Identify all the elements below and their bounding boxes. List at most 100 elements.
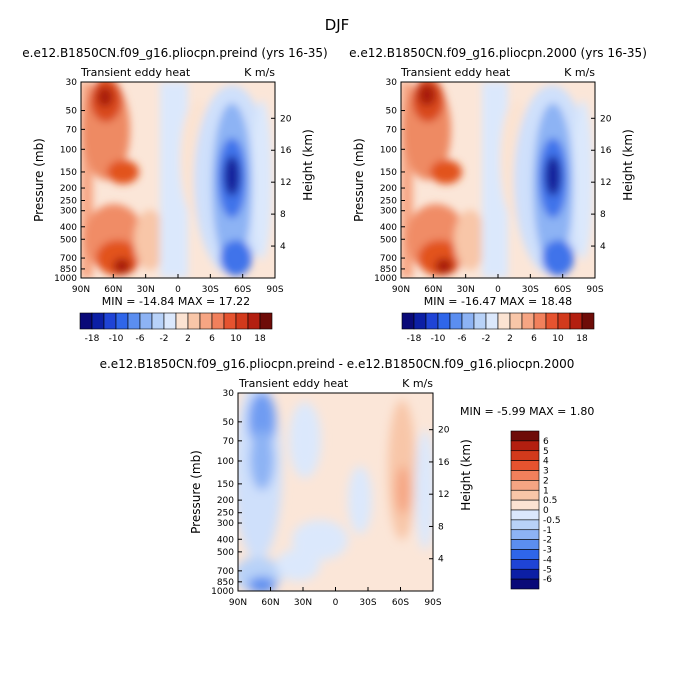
field-preind xyxy=(81,82,275,278)
colorbar-label: -1 xyxy=(543,526,552,536)
colorbar-box xyxy=(510,559,540,570)
colorbar-box xyxy=(485,312,499,330)
colorbar-box xyxy=(545,312,559,330)
y-right-tick-label: 4 xyxy=(280,242,286,252)
colorbar-box xyxy=(510,568,540,580)
colorbar-box xyxy=(510,450,540,461)
x-tick-label: 90S xyxy=(266,285,283,295)
y-tick-label: 100 xyxy=(380,145,397,155)
panel-stats: MIN = -5.99 MAX = 1.80 xyxy=(460,405,594,418)
x-tick-label: 30S xyxy=(202,285,219,295)
colorbar-box xyxy=(115,312,129,330)
y-tick-label: 700 xyxy=(217,567,234,577)
y-axis-title: Pressure (mb) xyxy=(32,138,46,222)
x-tick-label: 0 xyxy=(175,285,181,295)
colorbar-label: 4 xyxy=(543,457,549,467)
colorbar-label: 10 xyxy=(552,334,564,344)
y-right-tick-label: 20 xyxy=(600,114,612,124)
x-tick-label: 90S xyxy=(586,285,603,295)
colorbar-box xyxy=(259,312,273,330)
field-2000 xyxy=(401,82,595,278)
x-tick-label: 60N xyxy=(261,598,279,608)
field-difference xyxy=(238,393,433,591)
x-tick-label: 0 xyxy=(495,285,501,295)
y-tick-label: 70 xyxy=(66,125,78,135)
y-tick-label: 200 xyxy=(60,184,77,194)
colorbar-box xyxy=(510,519,540,531)
colorbar-label: -2 xyxy=(160,334,169,344)
colorbar-label: -5 xyxy=(543,565,552,575)
y-tick-label: 200 xyxy=(217,496,234,506)
colorbar-box xyxy=(247,312,261,330)
colorbar-box xyxy=(510,460,540,471)
colorbar-label: 10 xyxy=(230,334,242,344)
colorbar-label: -6 xyxy=(458,334,467,344)
y-axis-title: Pressure (mb) xyxy=(352,138,366,222)
y-tick-label: 50 xyxy=(386,107,398,117)
colorbar-box xyxy=(91,312,105,330)
colorbar-box xyxy=(510,509,540,521)
x-tick-label: 30S xyxy=(522,285,539,295)
colorbar-label: -10 xyxy=(431,334,446,344)
colorbar-label: -18 xyxy=(407,334,422,344)
y-tick-label: 400 xyxy=(217,535,234,545)
y-axis-right-title: Height (km) xyxy=(459,439,473,510)
y-right-tick-label: 4 xyxy=(600,242,606,252)
y-tick-label: 250 xyxy=(60,197,77,207)
panel-title: e.e12.B1850CN.f09_g16.pliocpn.preind (yr… xyxy=(22,46,327,60)
y-tick-label: 100 xyxy=(60,145,77,155)
colorbar-box xyxy=(569,312,583,330)
y-tick-label: 300 xyxy=(380,207,397,217)
colorbar-box xyxy=(151,312,165,330)
x-tick-label: 60N xyxy=(424,285,442,295)
colorbar-label: 6 xyxy=(209,334,215,344)
y-tick-label: 30 xyxy=(386,78,398,88)
y-tick-label: 30 xyxy=(66,78,78,88)
colorbar-label: 1 xyxy=(543,486,549,496)
y-right-tick-label: 4 xyxy=(438,555,444,565)
panel-difference: e.e12.B1850CN.f09_g16.pliocpn.preind - e… xyxy=(100,357,595,608)
x-tick-label: 60S xyxy=(234,285,251,295)
colorbar-box xyxy=(581,312,595,330)
colorbar-box xyxy=(473,312,487,330)
panel-left-label: Transient eddy heat xyxy=(400,66,511,79)
y-right-tick-label: 16 xyxy=(600,146,612,156)
figure-title: DJF xyxy=(325,16,350,34)
colorbar-box xyxy=(510,499,540,511)
colorbar-box xyxy=(139,312,153,330)
x-tick-label: 30N xyxy=(294,598,312,608)
colorbar-box xyxy=(235,312,249,330)
panel-left-label: Transient eddy heat xyxy=(80,66,191,79)
colorbar-box xyxy=(510,529,540,540)
colorbar-box xyxy=(449,312,463,330)
y-tick-label: 500 xyxy=(217,548,234,558)
colorbar-label: -2 xyxy=(482,334,491,344)
colorbar-label: 2 xyxy=(507,334,513,344)
x-tick-label: 60S xyxy=(554,285,571,295)
y-tick-label: 150 xyxy=(380,168,397,178)
y-tick-label: 1000 xyxy=(211,587,234,597)
colorbar-box xyxy=(510,430,540,442)
y-tick-label: 70 xyxy=(223,437,235,447)
y-right-tick-label: 20 xyxy=(280,114,292,124)
colorbar-label: -3 xyxy=(543,546,552,556)
colorbar-label: 5 xyxy=(543,447,549,457)
colorbar-box xyxy=(510,440,540,452)
y-tick-label: 250 xyxy=(380,197,397,207)
y-axis-title: Pressure (mb) xyxy=(189,450,203,534)
y-tick-label: 300 xyxy=(60,207,77,217)
y-tick-label: 50 xyxy=(66,107,78,117)
colorbar-label: -6 xyxy=(543,575,552,585)
x-tick-label: 60N xyxy=(104,285,122,295)
y-right-tick-label: 8 xyxy=(438,522,444,532)
colorbar-box xyxy=(401,312,415,330)
y-tick-label: 1000 xyxy=(54,274,77,284)
y-tick-label: 850 xyxy=(380,265,397,275)
colorbar-label: 18 xyxy=(576,334,588,344)
colorbar-box xyxy=(187,312,201,330)
y-right-tick-label: 8 xyxy=(600,210,606,220)
colorbar-box xyxy=(199,312,213,330)
y-tick-label: 250 xyxy=(217,509,234,519)
